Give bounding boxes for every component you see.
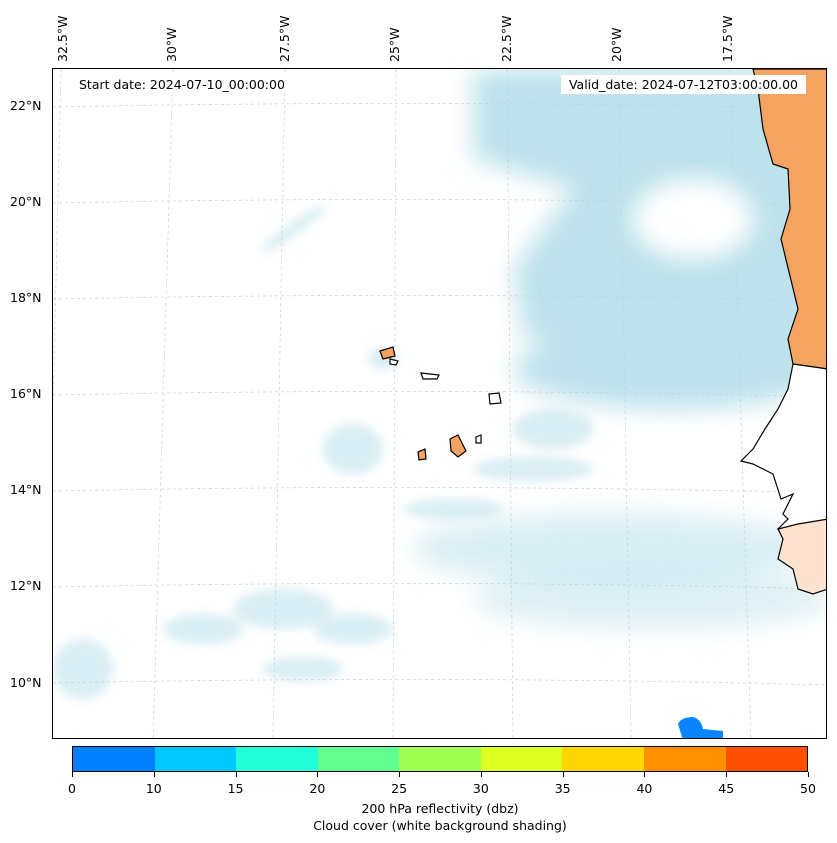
lat-label: 14°N: [10, 482, 42, 497]
colorbar-tick: [399, 772, 401, 777]
colorbar-segment: [73, 747, 155, 771]
colorbar-segment: [236, 747, 318, 771]
colorbar-tick: [644, 772, 646, 777]
lon-label: 30°W: [164, 27, 179, 62]
lon-label: 25°W: [387, 27, 402, 62]
valid-date-label: Valid_date: 2024-07-12T03:00:00.00: [560, 75, 806, 94]
colorbar-segment: [317, 747, 400, 771]
colorbar-segment: [725, 747, 808, 771]
colorbar-tick: [317, 772, 319, 777]
colorbar-tick: [72, 772, 73, 777]
lon-label: 20°W: [609, 27, 624, 62]
colorbar-tick-label: 40: [636, 781, 653, 796]
land: [379, 69, 826, 595]
colorbar-tick: [153, 772, 155, 777]
colorbar-tick-label: 25: [391, 781, 408, 796]
start-date-label: Start date: 2024-07-10_00:00:00: [71, 75, 293, 94]
cloud-cover: [53, 69, 826, 699]
colorbar-tick-label: 15: [227, 781, 244, 796]
lat-label: 22°N: [10, 98, 42, 113]
colorbar-tick: [480, 772, 482, 777]
colorbar-tick-label: 0: [68, 781, 76, 796]
colorbar-segment: [154, 747, 237, 771]
colorbar-tick: [562, 772, 564, 777]
colorbar-tick-label: 45: [718, 781, 735, 796]
colorbar-tick-label: 20: [309, 781, 326, 796]
lon-label: 22.5°W: [499, 15, 514, 62]
colorbar-segment: [480, 747, 563, 771]
lat-label: 10°N: [10, 675, 42, 690]
colorbar-tick: [808, 772, 809, 777]
colorbar-sublabel: Cloud cover (white background shading): [313, 818, 567, 833]
colorbar-segment: [643, 747, 726, 771]
lon-label: 32.5°W: [55, 15, 70, 62]
colorbar: [72, 746, 808, 772]
colorbar-segment: [399, 747, 481, 771]
colorbar-tick: [235, 772, 237, 777]
colorbar-segment: [562, 747, 644, 771]
colorbar-tick-label: 50: [800, 781, 816, 796]
lat-label: 16°N: [10, 386, 42, 401]
map-canvas: [53, 69, 826, 738]
lat-label: 18°N: [10, 290, 42, 305]
colorbar-tick-label: 10: [145, 781, 162, 796]
lon-label: 27.5°W: [277, 15, 292, 62]
reflectivity-cell: [678, 717, 723, 738]
lat-label: 12°N: [10, 578, 42, 593]
colorbar-tick-label: 30: [472, 781, 489, 796]
colorbar-label: 200 hPa reflectivity (dbz): [361, 801, 519, 816]
lon-label: 17.5°W: [720, 15, 735, 62]
lat-label: 20°N: [10, 194, 42, 209]
colorbar-tick: [726, 772, 728, 777]
colorbar-tick-label: 35: [554, 781, 571, 796]
map-panel: Start date: 2024-07-10_00:00:00 Valid_da…: [52, 68, 827, 739]
